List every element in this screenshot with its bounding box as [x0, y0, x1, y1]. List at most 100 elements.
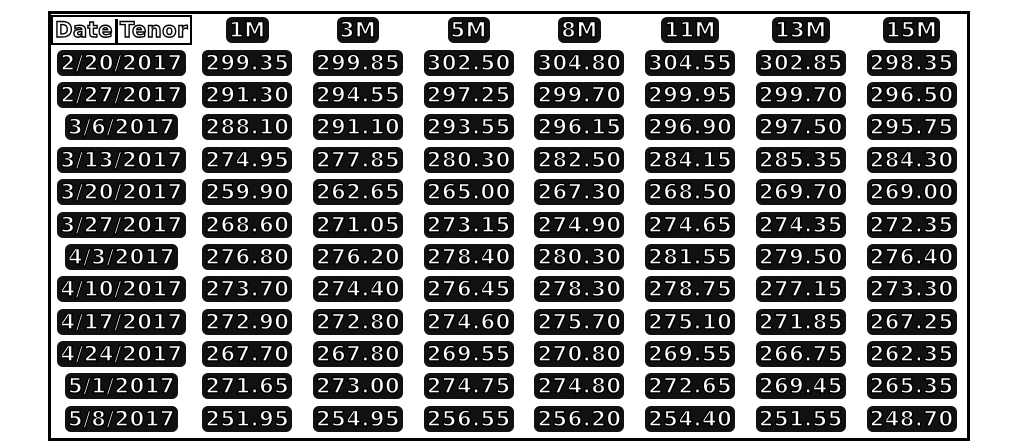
- value-cell: 276.20: [303, 241, 414, 273]
- value-cell: 285.35: [746, 144, 857, 176]
- column-header: 8M: [524, 14, 635, 47]
- value-cell: 293.55: [413, 111, 524, 143]
- date-value: 5/1/2017: [64, 373, 178, 400]
- price-value: 265.00: [423, 179, 514, 206]
- price-value: 267.25: [866, 308, 957, 335]
- price-value: 271.05: [313, 211, 404, 238]
- price-value: 254.95: [313, 405, 404, 432]
- date-value: 2/27/2017: [57, 81, 186, 108]
- date-value: 3/20/2017: [57, 179, 186, 206]
- table-row: 3/13/2017 274.95 277.85 280.30 282.50 284.15 2…: [51, 144, 967, 176]
- date-value: 3/6/2017: [64, 114, 178, 141]
- price-value: 268.60: [202, 211, 293, 238]
- tenor-table: Date Tenor 1M 3M 5M 8M 11M 13M 15M 2/20/2017 299…: [51, 14, 967, 435]
- price-value: 274.35: [755, 211, 846, 238]
- price-value: 267.70: [202, 341, 293, 368]
- table-row: 2/20/2017 299.35 299.85 302.50 304.80 304.55 3…: [51, 46, 967, 78]
- date-cell: 2/27/2017: [51, 79, 192, 111]
- table-row: 4/10/2017 273.70 274.40 276.45 278.30 278.75 2…: [51, 273, 967, 305]
- price-value: 291.30: [202, 81, 293, 108]
- value-cell: 254.40: [635, 403, 746, 435]
- price-value: 272.65: [645, 373, 736, 400]
- value-cell: 254.95: [303, 403, 414, 435]
- date-value: 3/13/2017: [57, 146, 186, 173]
- price-value: 304.55: [645, 49, 736, 76]
- price-value: 299.70: [755, 81, 846, 108]
- value-cell: 274.60: [413, 306, 524, 338]
- value-cell: 271.65: [192, 370, 303, 402]
- price-value: 274.90: [534, 211, 625, 238]
- price-value: 274.60: [423, 308, 514, 335]
- value-cell: 281.55: [635, 241, 746, 273]
- price-value: 296.50: [866, 81, 957, 108]
- column-header-label: 8M: [558, 17, 601, 44]
- date-value: 4/24/2017: [57, 341, 186, 368]
- date-cell: 3/27/2017: [51, 208, 192, 240]
- price-value: 272.35: [866, 211, 957, 238]
- value-cell: 296.15: [524, 111, 635, 143]
- price-value: 267.80: [313, 341, 404, 368]
- value-cell: 299.70: [524, 79, 635, 111]
- price-value: 274.95: [202, 146, 293, 173]
- value-cell: 271.85: [746, 306, 857, 338]
- value-cell: 268.60: [192, 208, 303, 240]
- price-value: 285.35: [755, 146, 846, 173]
- value-cell: 284.30: [856, 144, 967, 176]
- value-cell: 273.30: [856, 273, 967, 305]
- table-row: 3/27/2017 268.60 271.05 273.15 274.90 274.65 2…: [51, 208, 967, 240]
- value-cell: 272.65: [635, 370, 746, 402]
- price-value: 265.35: [866, 373, 957, 400]
- value-cell: 269.70: [746, 176, 857, 208]
- value-cell: 274.80: [524, 370, 635, 402]
- price-value: 299.95: [645, 81, 736, 108]
- date-cell: 4/24/2017: [51, 338, 192, 370]
- table-row: 4/24/2017 267.70 267.80 269.55 270.80 269.55 2…: [51, 338, 967, 370]
- price-value: 274.65: [645, 211, 736, 238]
- value-cell: 299.70: [746, 79, 857, 111]
- value-cell: 269.55: [413, 338, 524, 370]
- value-cell: 274.65: [635, 208, 746, 240]
- value-cell: 280.30: [413, 144, 524, 176]
- price-value: 274.40: [313, 276, 404, 303]
- price-value: 254.40: [645, 405, 736, 432]
- price-value: 284.15: [645, 146, 736, 173]
- value-cell: 279.50: [746, 241, 857, 273]
- column-header-label: 3M: [336, 17, 380, 44]
- date-cell: 5/1/2017: [51, 370, 192, 402]
- price-value: 304.80: [534, 49, 625, 76]
- column-header-label: 5M: [447, 17, 491, 44]
- price-value: 278.75: [645, 276, 736, 303]
- price-value: 299.85: [313, 49, 404, 76]
- value-cell: 280.30: [524, 241, 635, 273]
- value-cell: 276.45: [413, 273, 524, 305]
- value-cell: 265.00: [413, 176, 524, 208]
- price-value: 272.90: [202, 308, 293, 335]
- price-value: 267.30: [534, 179, 625, 206]
- price-value: 269.55: [645, 341, 736, 368]
- corner-header: Date Tenor: [51, 14, 192, 46]
- column-header-label: 13M: [772, 17, 830, 44]
- value-cell: 273.70: [192, 273, 303, 305]
- price-value: 275.70: [534, 308, 625, 335]
- column-header-label: 15M: [882, 17, 941, 44]
- price-value: 259.90: [202, 179, 293, 206]
- value-cell: 272.90: [192, 306, 303, 338]
- value-cell: 274.90: [524, 208, 635, 240]
- value-cell: 304.80: [524, 46, 635, 78]
- date-value: 3/27/2017: [57, 211, 186, 238]
- value-cell: 272.80: [303, 306, 414, 338]
- value-cell: 288.10: [192, 111, 303, 143]
- header-row: Date Tenor 1M 3M 5M 8M 11M 13M 15M: [51, 14, 967, 47]
- price-value: 271.85: [755, 308, 846, 335]
- value-cell: 296.90: [635, 111, 746, 143]
- price-value: 251.95: [202, 405, 293, 432]
- column-header: 15M: [856, 14, 967, 47]
- column-header: 11M: [634, 14, 746, 47]
- value-cell: 256.55: [413, 403, 524, 435]
- price-value: 294.55: [313, 81, 404, 108]
- value-cell: 274.40: [303, 273, 414, 305]
- table-row: 2/27/2017 291.30 294.55 297.25 299.70 299.95 2…: [51, 79, 967, 111]
- table-body: 2/20/2017 299.35 299.85 302.50 304.80 304.55 3…: [51, 46, 967, 435]
- value-cell: 278.75: [635, 273, 746, 305]
- value-cell: 251.55: [746, 403, 857, 435]
